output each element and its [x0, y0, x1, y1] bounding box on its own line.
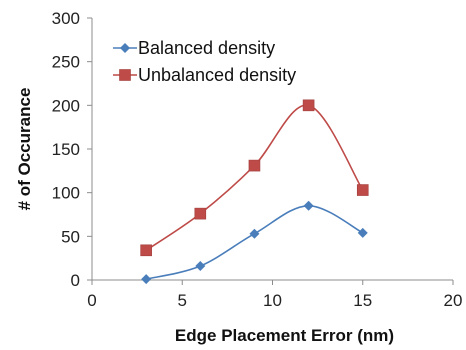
x-tick-label: 0 — [87, 291, 96, 310]
x-tick-label: 20 — [444, 291, 463, 310]
x-tick-label: 5 — [178, 291, 187, 310]
y-axis-title: # of Occurance — [15, 88, 34, 211]
data-point-balanced-density — [141, 274, 152, 285]
legend-label-balanced-density: Balanced density — [138, 38, 275, 58]
y-tick-label: 200 — [52, 96, 80, 115]
legend: Balanced density Unbalanced density — [113, 38, 296, 85]
data-point-unbalanced-density — [140, 244, 152, 257]
data-point-unbalanced-density — [356, 184, 369, 196]
legend-marker-unbalanced-density — [119, 69, 131, 81]
y-tick-label: 100 — [52, 184, 80, 203]
y-tick-label: 150 — [52, 140, 80, 159]
data-point-balanced-density — [357, 227, 368, 238]
x-tick-label: 10 — [263, 291, 282, 310]
y-tick-label: 300 — [52, 9, 80, 28]
x-tick-label: 15 — [353, 291, 372, 310]
data-point-unbalanced-density — [194, 207, 207, 220]
data-point-balanced-density — [195, 261, 206, 272]
y-tick-label: 0 — [71, 271, 80, 290]
series-line-unbalanced-density — [145, 104, 364, 251]
x-axis-title: Edge Placement Error (nm) — [175, 326, 394, 345]
legend-marker-balanced-density — [120, 43, 130, 53]
legend-label-unbalanced-density: Unbalanced density — [138, 65, 296, 85]
series-line-balanced-density — [145, 204, 364, 280]
data-point-balanced-density — [303, 200, 314, 211]
axes: 0 50 100 150 200 250 300 0 5 10 15 20 — [52, 9, 463, 310]
data-point-unbalanced-density — [302, 99, 315, 112]
y-tick-label: 250 — [52, 53, 80, 72]
y-tick-label: 50 — [61, 227, 80, 246]
data-point-balanced-density — [249, 228, 260, 239]
series-group — [140, 99, 369, 285]
data-point-unbalanced-density — [248, 159, 261, 172]
